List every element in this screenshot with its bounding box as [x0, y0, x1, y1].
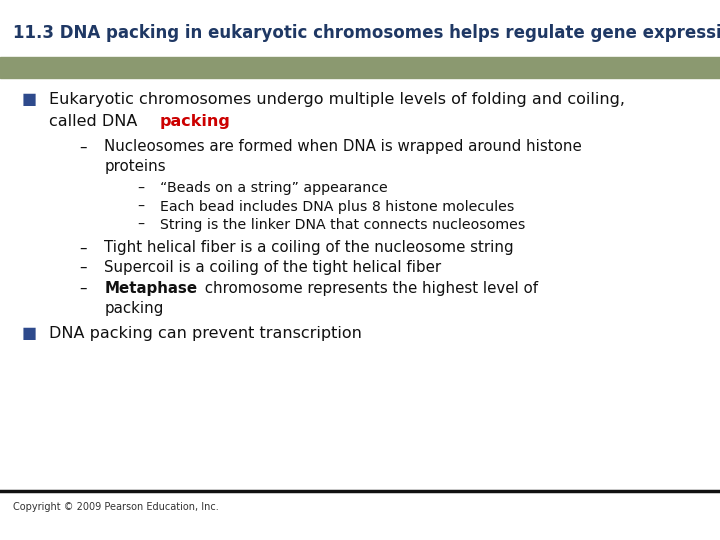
Text: String is the linker DNA that connects nucleosomes: String is the linker DNA that connects n…	[160, 218, 525, 232]
Text: DNA packing can prevent transcription: DNA packing can prevent transcription	[49, 326, 362, 341]
Text: –: –	[137, 181, 144, 195]
Text: packing: packing	[104, 301, 163, 316]
Text: called DNA: called DNA	[49, 114, 143, 130]
Text: Eukaryotic chromosomes undergo multiple levels of folding and coiling,: Eukaryotic chromosomes undergo multiple …	[49, 92, 625, 107]
Text: Metaphase: Metaphase	[104, 281, 197, 296]
Text: ■: ■	[22, 326, 37, 341]
Text: Tight helical fiber is a coiling of the nucleosome string: Tight helical fiber is a coiling of the …	[104, 240, 514, 255]
Text: chromosome represents the highest level of: chromosome represents the highest level …	[200, 281, 539, 296]
Text: “Beads on a string” appearance: “Beads on a string” appearance	[160, 181, 387, 195]
Text: 11.3 DNA packing in eukaryotic chromosomes helps regulate gene expression: 11.3 DNA packing in eukaryotic chromosom…	[13, 24, 720, 42]
Text: Copyright © 2009 Pearson Education, Inc.: Copyright © 2009 Pearson Education, Inc.	[13, 502, 219, 511]
Text: packing: packing	[160, 114, 230, 130]
Text: Each bead includes DNA plus 8 histone molecules: Each bead includes DNA plus 8 histone mo…	[160, 200, 514, 214]
Text: –: –	[79, 260, 86, 275]
Text: Nucleosomes are formed when DNA is wrapped around histone: Nucleosomes are formed when DNA is wrapp…	[104, 139, 582, 154]
Text: –: –	[137, 200, 144, 214]
Text: Supercoil is a coiling of the tight helical fiber: Supercoil is a coiling of the tight heli…	[104, 260, 441, 275]
Text: –: –	[137, 218, 144, 232]
Text: ■: ■	[22, 92, 37, 107]
Text: –: –	[79, 240, 86, 255]
Text: proteins: proteins	[104, 159, 166, 174]
Bar	[0, 57, 720, 78]
Text: –: –	[79, 139, 86, 154]
Text: –: –	[79, 281, 86, 296]
